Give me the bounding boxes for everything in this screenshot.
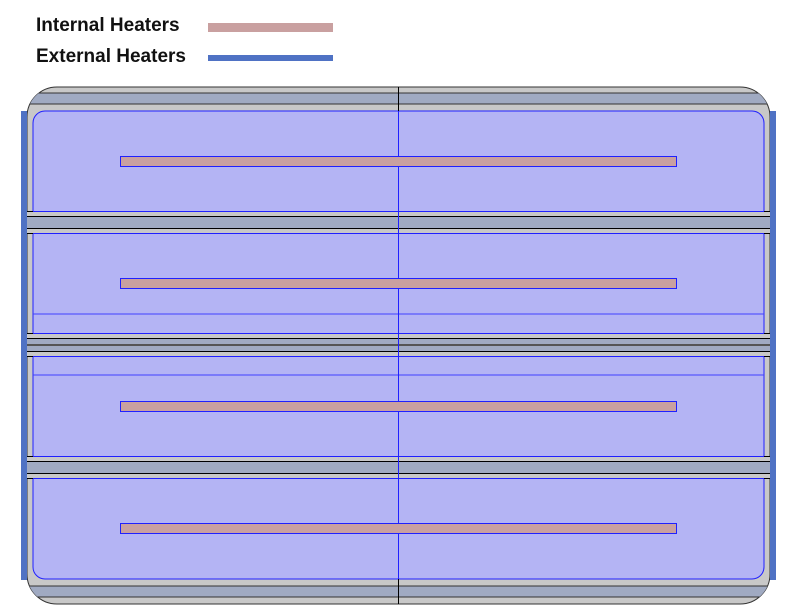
external-heater-right	[770, 111, 776, 580]
external-heater-left	[21, 111, 27, 580]
legend-label-external: External Heaters	[36, 46, 186, 67]
legend-swatch-external	[208, 55, 333, 61]
internal-heater	[120, 156, 677, 167]
internal-heater	[120, 401, 677, 412]
bottom-band	[27, 585, 770, 598]
legend-label-internal: Internal Heaters	[36, 15, 180, 36]
internal-heater	[120, 523, 677, 534]
internal-heater	[120, 278, 677, 289]
legend-swatch-internal	[208, 23, 333, 32]
top-band	[27, 92, 770, 105]
